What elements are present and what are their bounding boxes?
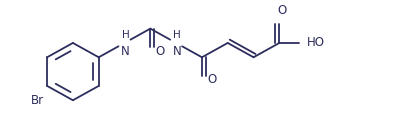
Text: H: H	[122, 30, 129, 40]
Text: HO: HO	[307, 36, 325, 50]
Text: Br: Br	[31, 94, 44, 107]
Text: N: N	[173, 45, 182, 58]
Text: O: O	[155, 45, 164, 58]
Text: O: O	[207, 73, 216, 86]
Text: H: H	[173, 30, 181, 40]
Text: O: O	[278, 4, 287, 17]
Text: N: N	[121, 45, 130, 58]
